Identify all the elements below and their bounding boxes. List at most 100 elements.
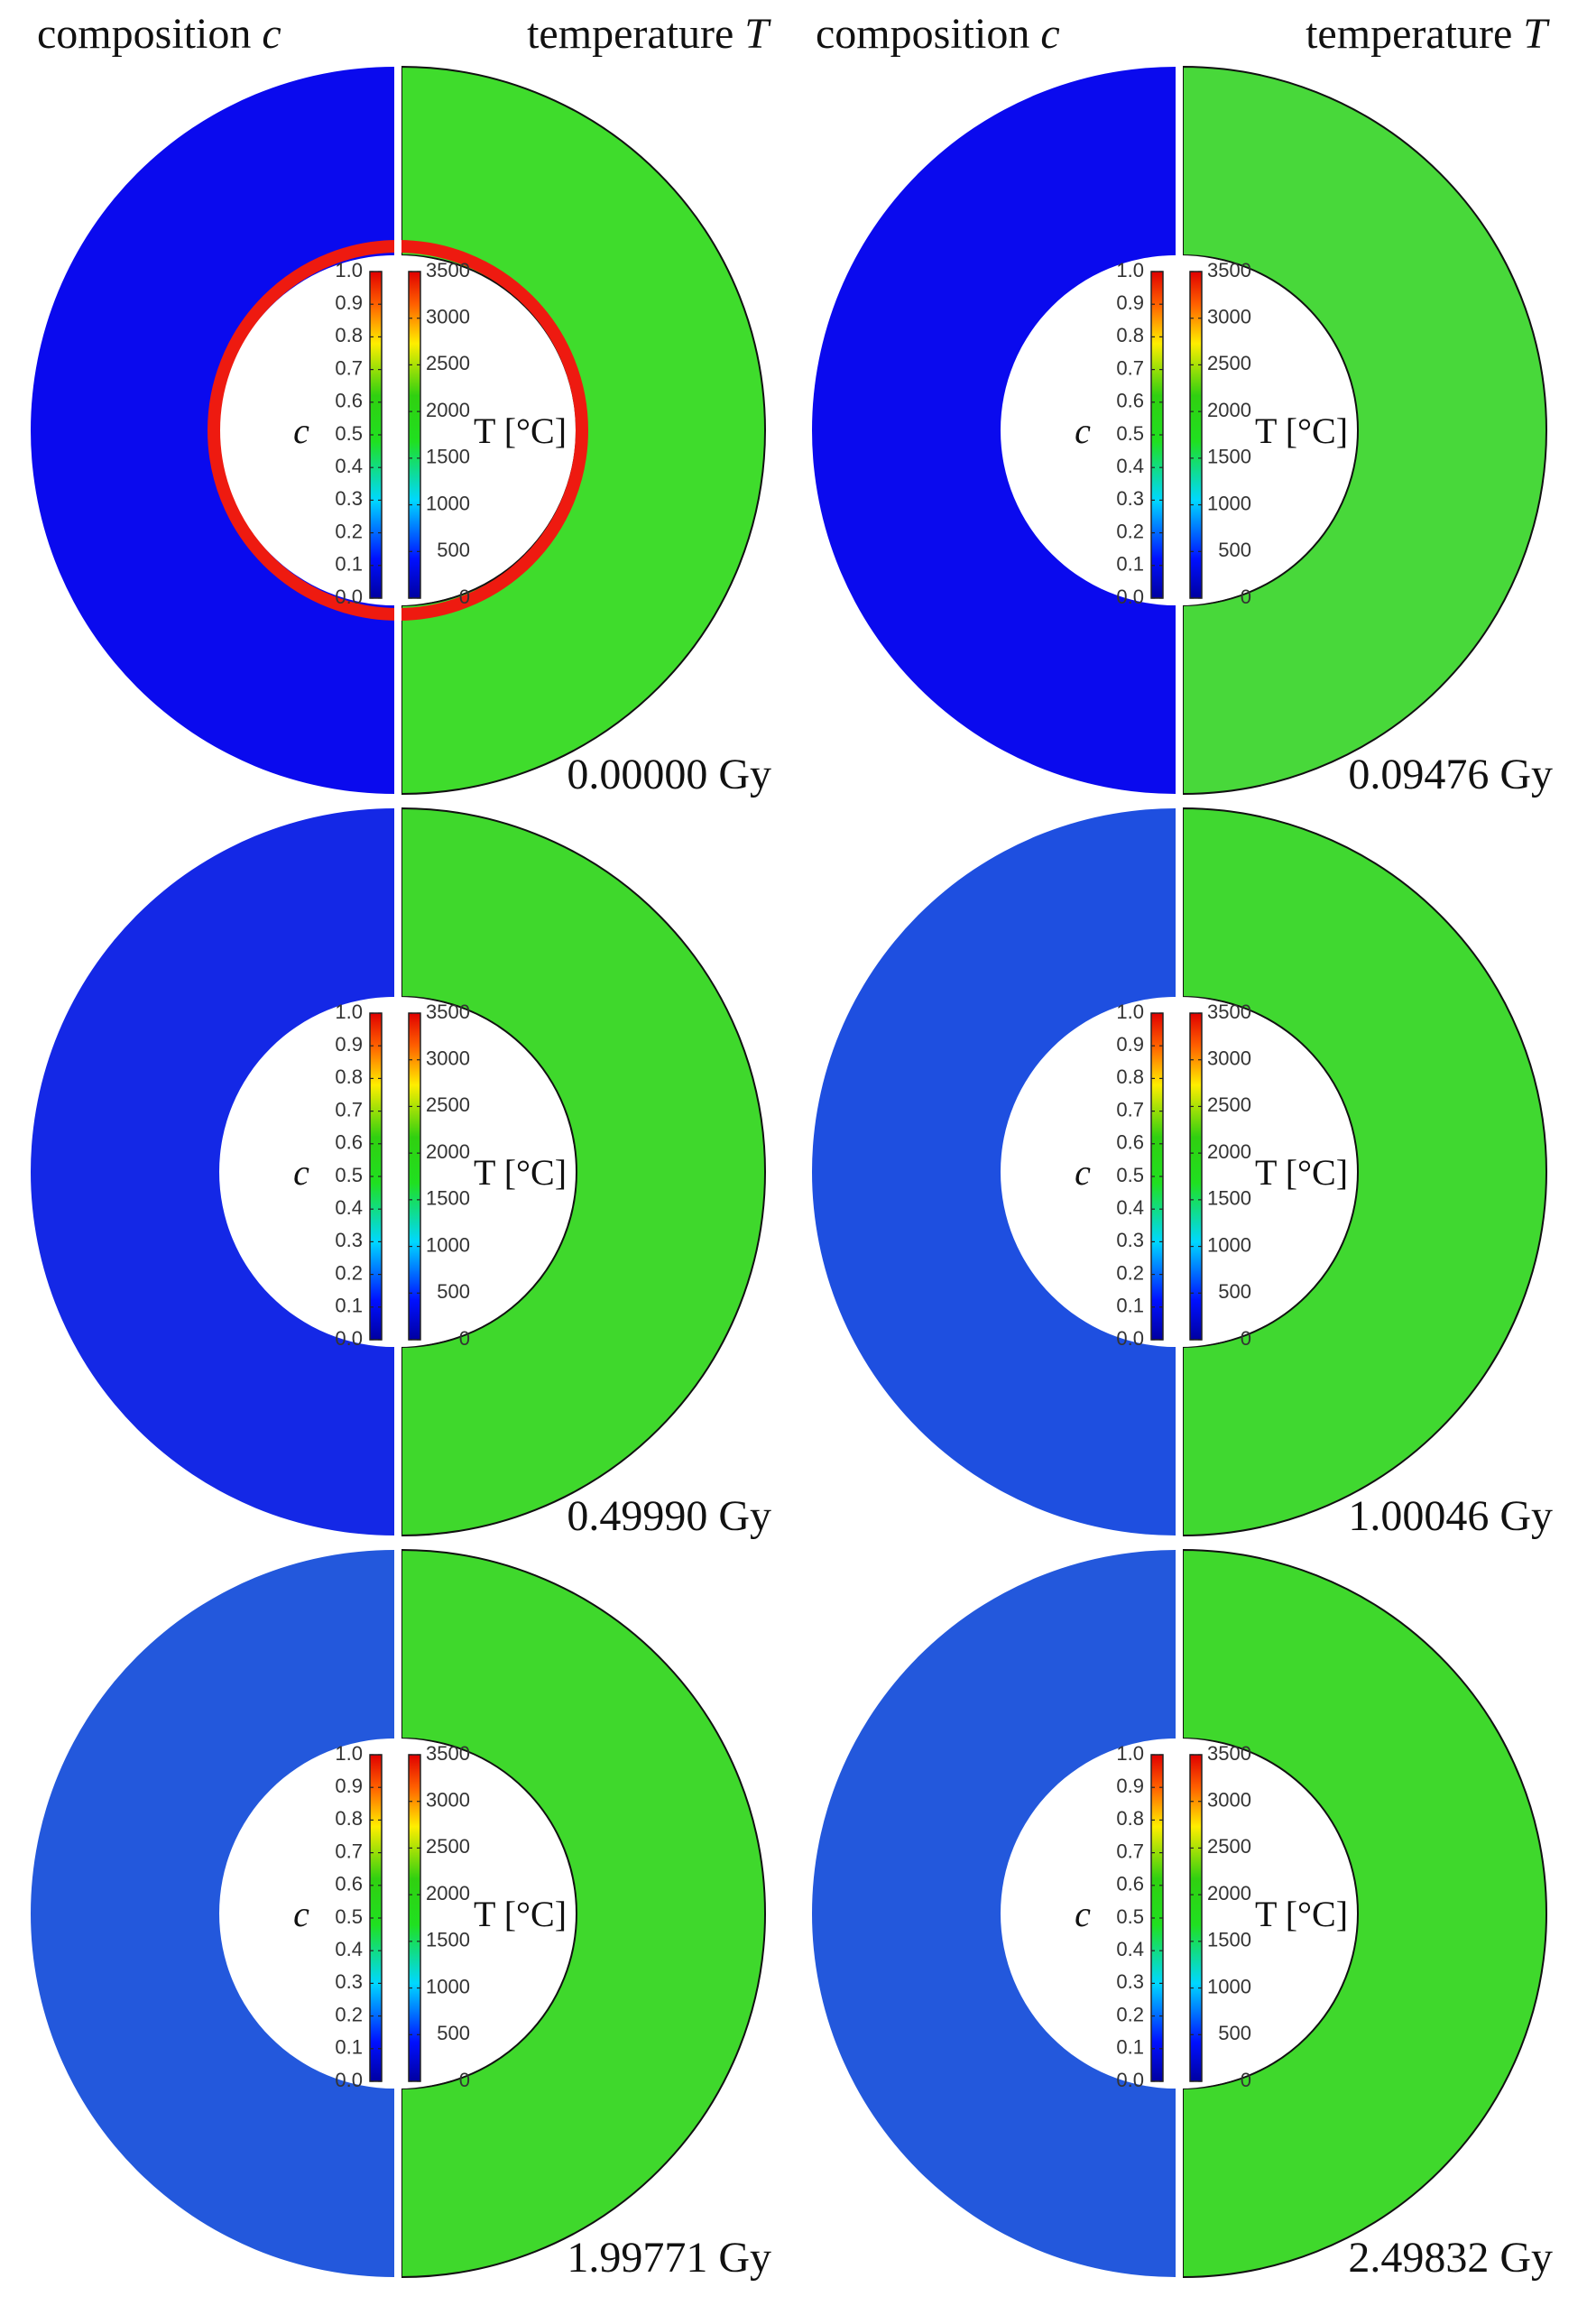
time-label: 0.09476 Gy bbox=[1348, 751, 1553, 798]
panel: 0.0 0.1 0.2 0.3 0.4 0.5 0.6 0.7 0.8 0.9 1.0 0 500 100… bbox=[31, 807, 771, 1540]
center-gap bbox=[1176, 65, 1183, 796]
colorbar-tick-label: 0.3 bbox=[1116, 1970, 1144, 1993]
header-symbol: T bbox=[1523, 10, 1550, 58]
colorbar-tick-label: 2500 bbox=[1207, 352, 1251, 374]
colorbar-tick-label: 0.7 bbox=[1116, 1840, 1144, 1862]
colorbar-tick-label: 0.3 bbox=[1116, 487, 1144, 510]
colorbar-tick-label: 0.4 bbox=[335, 1196, 363, 1219]
composition-field bbox=[31, 808, 394, 1536]
colorbar-tick-label: 2500 bbox=[426, 1093, 470, 1116]
colorbar-tick-label: 1.0 bbox=[1116, 1001, 1144, 1023]
colorbar-tick-label: 0.4 bbox=[1116, 1938, 1144, 1960]
colorbar-tick-label: 0.0 bbox=[1116, 586, 1144, 608]
colorbar-tick-label: 3500 bbox=[426, 1001, 470, 1023]
colorbar-tick-label: 0.9 bbox=[1116, 291, 1144, 314]
temperature-field bbox=[401, 807, 766, 1537]
composition-field bbox=[31, 1550, 394, 2277]
colorbar-tick-label: 0.8 bbox=[1116, 324, 1144, 346]
colorbar-tick-label: 0.2 bbox=[1116, 2003, 1144, 2025]
colorbar-tick-label: 1500 bbox=[1207, 1187, 1251, 1210]
colorbar-tick-label: 3500 bbox=[1207, 1001, 1251, 1023]
colorbar-label: T [°C] bbox=[474, 1152, 567, 1193]
colorbar-tick-label: 0.6 bbox=[1116, 1873, 1144, 1895]
time-label: 1.00046 Gy bbox=[1348, 1492, 1553, 1540]
colorbar-tick-label: 1000 bbox=[1207, 1975, 1251, 1997]
colorbar-tick-label: 0.5 bbox=[1116, 422, 1144, 445]
colorbar-tick-label: 0.7 bbox=[1116, 356, 1144, 379]
colorbar-tick-label: 2000 bbox=[1207, 1140, 1251, 1163]
colorbar bbox=[1189, 1754, 1203, 2082]
colorbar-tick-label: 0.9 bbox=[1116, 1033, 1144, 1056]
center-gap bbox=[394, 1548, 401, 2279]
colorbar-tick-label: 1.0 bbox=[335, 1001, 363, 1023]
colorbar-label: T [°C] bbox=[1255, 1152, 1348, 1193]
colorbar-tick-label: 500 bbox=[437, 2022, 470, 2044]
header-text: temperature bbox=[527, 10, 734, 58]
colorbar-tick-label: 0.2 bbox=[1116, 520, 1144, 542]
colorbar-tick-label: 0.4 bbox=[335, 1938, 363, 1960]
colorbar-tick-label: 3000 bbox=[1207, 306, 1251, 328]
colorbar-tick-label: 500 bbox=[1218, 1280, 1251, 1303]
colorbar-tick-label: 0.7 bbox=[335, 1840, 363, 1862]
colorbar-tick-label: 3500 bbox=[426, 1742, 470, 1765]
colorbar-tick-label: 0.9 bbox=[335, 291, 363, 314]
header-composition: composition c bbox=[37, 10, 281, 58]
header-temperature: temperature T bbox=[1306, 10, 1550, 58]
colorbar-tick-label: 0.8 bbox=[335, 1807, 363, 1830]
colorbar-tick-label: 0.2 bbox=[1116, 1261, 1144, 1284]
temperature-field bbox=[1182, 1548, 1547, 2279]
colorbar-tick-label: 2000 bbox=[1207, 399, 1251, 421]
colorbar-tick-label: 0.7 bbox=[335, 1098, 363, 1120]
colorbar-tick-label: 0.3 bbox=[335, 1970, 363, 1993]
colorbar-tick-label: 1.0 bbox=[335, 1742, 363, 1765]
center-gap bbox=[394, 807, 401, 1537]
colorbar bbox=[1189, 271, 1203, 599]
colorbar-tick-label: 0.8 bbox=[335, 324, 363, 346]
colorbar-tick-label: 0.9 bbox=[335, 1775, 363, 1797]
colorbar-label: c bbox=[293, 410, 309, 451]
colorbar-tick-label: 3500 bbox=[426, 259, 470, 281]
colorbar-tick-label: 2500 bbox=[1207, 1093, 1251, 1116]
colorbar-tick-label: 2000 bbox=[426, 399, 470, 421]
center-gap bbox=[1176, 1548, 1183, 2279]
temperature-field bbox=[401, 1548, 766, 2279]
panel: 0.0 0.1 0.2 0.3 0.4 0.5 0.6 0.7 0.8 0.9 1.0 0 500 100… bbox=[812, 65, 1553, 798]
center-gap bbox=[1176, 807, 1183, 1537]
colorbar-tick-label: 1000 bbox=[1207, 492, 1251, 514]
panel: 0.0 0.1 0.2 0.3 0.4 0.5 0.6 0.7 0.8 0.9 1.0 0 500 100… bbox=[812, 1548, 1553, 2282]
colorbar-label: c bbox=[1075, 410, 1091, 451]
colorbar-tick-label: 0.4 bbox=[1116, 1196, 1144, 1219]
time-label: 0.00000 Gy bbox=[567, 751, 771, 798]
colorbar-label: T [°C] bbox=[1255, 410, 1348, 451]
colorbar-tick-label: 0.1 bbox=[335, 1295, 363, 1317]
colorbar-label: T [°C] bbox=[1255, 1894, 1348, 1934]
colorbar-tick-label: 1500 bbox=[426, 1929, 470, 1951]
colorbar-tick-label: 1500 bbox=[426, 1187, 470, 1210]
colorbar-tick-label: 0.6 bbox=[1116, 390, 1144, 412]
colorbar-tick-label: 0.8 bbox=[1116, 1065, 1144, 1088]
colorbar-tick-label: 0.5 bbox=[1116, 1164, 1144, 1186]
colorbar-tick-label: 0.5 bbox=[335, 1905, 363, 1928]
colorbar-tick-label: 0.6 bbox=[335, 1131, 363, 1154]
colorbar-label: c bbox=[293, 1152, 309, 1193]
colorbar-tick-label: 0.0 bbox=[335, 2069, 363, 2091]
colorbar-tick-label: 0.0 bbox=[335, 586, 363, 608]
composition-field bbox=[812, 67, 1176, 794]
header-symbol: T bbox=[744, 10, 771, 58]
colorbar-tick-label: 0.1 bbox=[335, 2036, 363, 2059]
colorbar-tick-label: 0.1 bbox=[335, 553, 363, 576]
colorbar-tick-label: 0.5 bbox=[1116, 1905, 1144, 1928]
composition-field bbox=[812, 1550, 1176, 2277]
header-temperature: temperature T bbox=[527, 10, 771, 58]
colorbar bbox=[408, 271, 421, 599]
center-gap bbox=[394, 65, 401, 796]
colorbar-tick-label: 500 bbox=[1218, 2022, 1251, 2044]
colorbar-tick-label: 0 bbox=[1241, 2069, 1251, 2091]
colorbar-tick-label: 1.0 bbox=[335, 259, 363, 281]
colorbar-label: T [°C] bbox=[474, 1894, 567, 1934]
temperature-field bbox=[1182, 65, 1547, 796]
colorbar-tick-label: 0.6 bbox=[335, 390, 363, 412]
colorbar-tick-label: 1000 bbox=[426, 1233, 470, 1256]
colorbar-tick-label: 0.7 bbox=[335, 356, 363, 379]
header-symbol: c bbox=[262, 10, 281, 58]
